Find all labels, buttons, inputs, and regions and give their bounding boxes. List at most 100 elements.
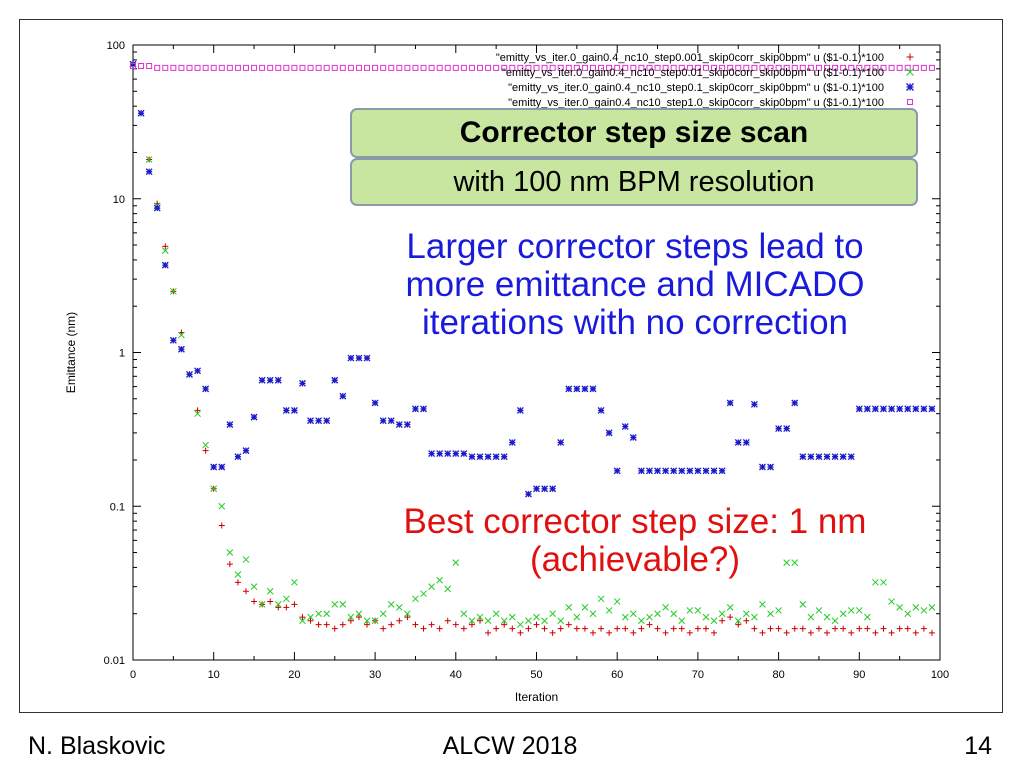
data-point-series-4 [130, 63, 136, 70]
data-point-series-2 [904, 610, 912, 618]
data-point-series-4 [622, 64, 629, 71]
data-point-series-3 [767, 463, 774, 471]
data-point-series-4 [299, 64, 306, 71]
data-point-series-4 [291, 64, 298, 71]
data-point-series-2 [823, 613, 831, 621]
data-point-series-3 [299, 379, 306, 387]
footer-author: N. Blaskovic [28, 732, 166, 760]
data-point-series-1 [525, 625, 532, 632]
data-point-series-2 [242, 556, 250, 563]
data-point-series-4 [702, 64, 709, 71]
data-point-series-4 [606, 64, 613, 71]
data-point-series-1 [904, 625, 911, 632]
data-point-series-3 [920, 405, 928, 413]
data-point-series-4 [194, 64, 201, 71]
data-point-series-2 [872, 578, 879, 586]
data-point-series-3 [169, 336, 177, 344]
data-point-series-2 [307, 613, 314, 621]
data-point-series-4 [154, 64, 161, 71]
data-point-series-1 [485, 629, 492, 636]
data-point-series-2 [549, 610, 556, 618]
data-point-series-2 [323, 610, 331, 618]
x-tick-label: 90 [853, 669, 865, 681]
plot-frame [19, 19, 1003, 713]
data-point-series-1 [283, 604, 290, 611]
data-point-series-4 [396, 64, 403, 71]
data-point-series-2 [573, 613, 581, 621]
data-point-series-1 [404, 614, 411, 621]
data-point-series-2 [266, 587, 274, 595]
legend-marker [907, 99, 913, 105]
data-point-series-1 [654, 625, 661, 632]
x-tick-label: 10 [208, 669, 220, 681]
data-point-series-3 [194, 367, 202, 375]
data-point-series-1 [452, 621, 459, 628]
data-point-series-4 [638, 64, 645, 71]
data-point-series-2 [613, 598, 621, 605]
data-point-series-2 [363, 617, 371, 625]
data-point-series-3 [444, 450, 452, 458]
data-point-series-3 [621, 423, 629, 430]
data-point-series-3 [549, 485, 557, 493]
data-point-series-4 [210, 64, 217, 71]
data-point-series-2 [541, 617, 548, 625]
data-point-series-2 [694, 607, 702, 614]
data-point-series-2 [847, 607, 855, 614]
data-point-series-4 [218, 64, 225, 71]
data-point-series-1 [614, 625, 621, 632]
data-point-series-4 [331, 64, 338, 71]
data-point-series-1 [194, 407, 201, 414]
data-point-series-3 [242, 447, 250, 455]
data-point-series-4 [799, 64, 806, 71]
data-point-series-1 [573, 625, 580, 632]
data-point-series-2 [202, 441, 209, 449]
data-point-series-2 [315, 610, 322, 618]
data-point-series-1 [436, 625, 443, 632]
data-point-series-1 [702, 625, 709, 632]
data-point-series-3 [694, 467, 702, 475]
data-point-series-1 [323, 621, 330, 628]
data-point-series-3 [912, 405, 920, 413]
data-point-series-4 [743, 64, 750, 71]
note-blue-line: iterations with no correction [421, 303, 849, 342]
data-point-series-4 [864, 64, 871, 71]
data-point-series-4 [541, 64, 548, 71]
data-point-series-3 [161, 261, 169, 269]
x-tick-label: 80 [772, 669, 784, 681]
data-point-series-3 [815, 453, 823, 461]
data-point-series-2 [218, 502, 226, 510]
data-point-series-4 [380, 64, 387, 71]
data-point-series-3 [799, 453, 807, 461]
data-point-series-3 [145, 168, 153, 176]
data-point-series-2 [783, 559, 791, 566]
data-point-series-3 [323, 417, 331, 425]
data-point-series-1 [347, 617, 354, 624]
data-point-series-1 [299, 614, 306, 621]
data-point-series-1 [783, 629, 790, 636]
data-point-series-3 [702, 467, 710, 475]
data-point-series-2 [234, 571, 242, 578]
data-point-series-3 [452, 450, 460, 458]
data-point-series-1 [202, 447, 209, 454]
data-point-series-2 [420, 590, 427, 598]
data-point-series-2 [436, 576, 444, 584]
data-point-series-1 [162, 243, 169, 250]
data-point-series-3 [605, 429, 613, 437]
legend-marker [906, 68, 914, 76]
data-point-series-1 [775, 625, 782, 632]
data-point-series-2 [476, 613, 484, 621]
data-point-series-2 [412, 595, 419, 603]
data-point-series-1 [670, 625, 677, 632]
data-point-series-1 [824, 629, 831, 636]
data-point-series-2 [928, 603, 936, 611]
data-point-series-3 [492, 453, 500, 461]
data-point-series-3 [307, 417, 314, 425]
x-tick-label: 60 [611, 669, 623, 681]
data-point-series-4 [824, 64, 831, 71]
data-point-series-3 [516, 406, 524, 414]
data-point-series-3 [355, 354, 363, 362]
data-point-series-4 [735, 64, 742, 71]
data-point-series-2 [920, 607, 928, 614]
data-point-series-4 [727, 64, 734, 71]
